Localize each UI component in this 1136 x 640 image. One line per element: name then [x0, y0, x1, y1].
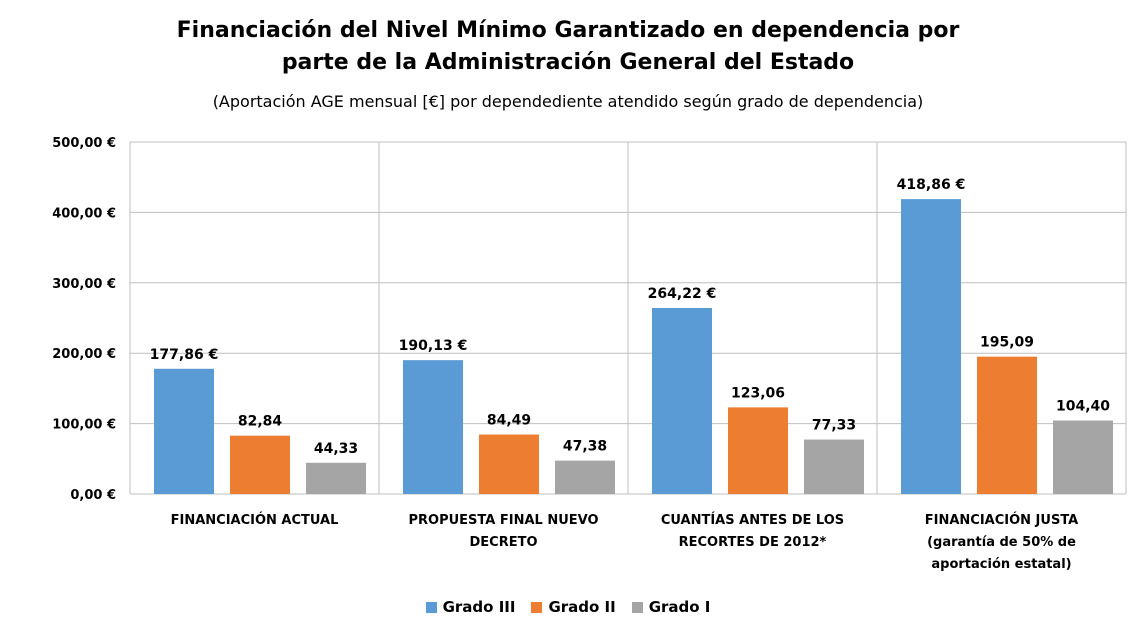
- legend-item-grado-iii: Grado III: [425, 598, 516, 616]
- data-label-grado-ii-2: 123,06: [731, 385, 785, 401]
- y-tick-label-3: 300,00 €: [52, 277, 116, 292]
- legend-swatch-grado-iii: [425, 601, 437, 613]
- y-tick-label-4: 400,00 €: [52, 206, 116, 221]
- data-label-grado-iii-1: 190,13 €: [399, 338, 468, 354]
- category-label-1-line-1: DECRETO: [469, 535, 537, 550]
- legend-item-grado-i: Grado I: [631, 598, 711, 616]
- data-label-grado-iii-2: 264,22 €: [648, 286, 717, 302]
- bar-grado-ii-1: [479, 434, 539, 494]
- data-label-grado-iii-0: 177,86 €: [150, 347, 219, 363]
- chart-title-line1: Financiación del Nivel Mínimo Garantizad…: [176, 18, 960, 43]
- category-label-3-line-2: aportación estatal): [931, 557, 1071, 572]
- y-tick-label-0: 0,00 €: [70, 488, 116, 503]
- legend-label-grado-i: Grado I: [648, 598, 711, 616]
- data-label-grado-i-3: 104,40: [1056, 399, 1110, 415]
- category-label-1-line-0: PROPUESTA FINAL NUEVO: [408, 513, 598, 528]
- bar-grado-i-2: [804, 439, 864, 494]
- bar-grado-i-3: [1053, 420, 1113, 494]
- y-tick-label-2: 200,00 €: [52, 347, 116, 362]
- bar-grado-iii-3: [901, 199, 961, 494]
- legend-item-grado-ii: Grado II: [531, 598, 616, 616]
- category-label-2-line-1: RECORTES DE 2012*: [679, 535, 827, 550]
- bar-grado-ii-2: [728, 407, 788, 494]
- chart-subtitle: (Aportación AGE mensual [€] por depended…: [212, 92, 924, 111]
- y-tick-label-5: 500,00 €: [52, 136, 116, 151]
- category-label-2-line-0: CUANTÍAS ANTES DE LOS: [661, 512, 844, 528]
- y-tick-label-1: 100,00 €: [52, 418, 116, 433]
- data-label-grado-i-1: 47,38: [563, 439, 607, 455]
- legend-swatch-grado-i: [631, 601, 643, 613]
- category-label-0-line-0: FINANCIACIÓN ACTUAL: [171, 512, 339, 528]
- bar-grado-iii-2: [652, 307, 712, 494]
- data-label-grado-i-0: 44,33: [314, 441, 358, 457]
- bar-grado-ii-0: [230, 435, 290, 494]
- bar-grado-i-0: [306, 462, 366, 494]
- category-label-3-line-1: (garantía de 50% de: [927, 535, 1076, 550]
- legend-label-grado-iii: Grado III: [442, 598, 516, 616]
- data-label-grado-ii-3: 195,09: [980, 335, 1034, 351]
- data-label-grado-ii-0: 82,84: [238, 414, 283, 430]
- legend-swatch-grado-ii: [531, 601, 543, 613]
- data-label-grado-i-2: 77,33: [812, 418, 856, 434]
- bar-grado-ii-3: [977, 356, 1037, 494]
- bar-grado-i-1: [555, 460, 615, 494]
- legend: Grado III Grado II Grado I: [0, 598, 1136, 616]
- data-label-grado-iii-3: 418,86 €: [897, 177, 966, 193]
- data-label-grado-ii-1: 84,49: [487, 413, 531, 429]
- chart-title-line2: parte de la Administración General del E…: [281, 50, 855, 75]
- bar-grado-iii-1: [403, 360, 463, 494]
- bar-grado-iii-0: [154, 368, 214, 494]
- category-label-3-line-0: FINANCIACIÓN JUSTA: [925, 512, 1079, 528]
- legend-label-grado-ii: Grado II: [548, 598, 616, 616]
